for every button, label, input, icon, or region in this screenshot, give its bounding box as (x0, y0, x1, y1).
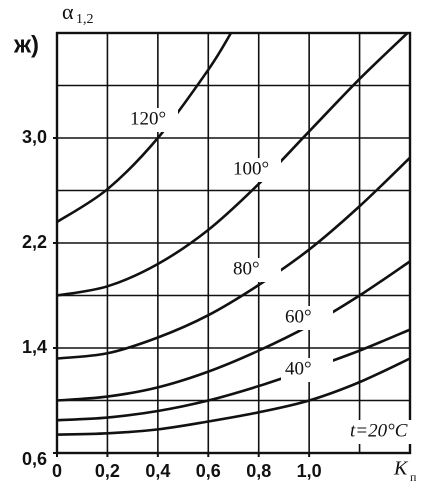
panel-label: ж) (13, 31, 39, 58)
x-axis-label-sub: п (410, 470, 417, 484)
label-bg (346, 420, 436, 444)
curve (56, 156, 411, 360)
x-axis-label: K (393, 458, 409, 480)
curve (56, 32, 409, 297)
x-tick-label: 0,2 (95, 461, 120, 481)
y-axis-label: α (62, 0, 74, 24)
y-tick-label: 1,4 (22, 337, 47, 357)
label-bg (229, 158, 281, 182)
x-tick-label: 0,6 (196, 461, 221, 481)
x-tick-label: 0 (52, 461, 62, 481)
curve-label: 60° (285, 306, 312, 327)
y-tick-label: 0,6 (22, 449, 47, 469)
curve-label: 40° (285, 358, 312, 379)
label-bg (229, 258, 281, 282)
curve-label: 120° (130, 108, 166, 129)
curve-label: t=20°C (350, 420, 408, 441)
x-tick-label: 0,4 (145, 461, 170, 481)
curve-label: 100° (233, 158, 269, 179)
label-bg (281, 358, 333, 382)
label-bg (281, 306, 333, 330)
curve (56, 357, 411, 436)
curve (56, 260, 411, 402)
curve (56, 32, 233, 224)
y-axis-label-sub: 1,2 (76, 12, 94, 27)
label-bg (126, 108, 178, 132)
x-tick-label: 0,8 (246, 461, 271, 481)
curve-label: 80° (233, 258, 260, 279)
y-tick-label: 3,0 (22, 127, 47, 147)
curve (56, 328, 411, 422)
x-tick-label: 1,0 (297, 461, 322, 481)
y-tick-label: 2,2 (22, 232, 47, 252)
